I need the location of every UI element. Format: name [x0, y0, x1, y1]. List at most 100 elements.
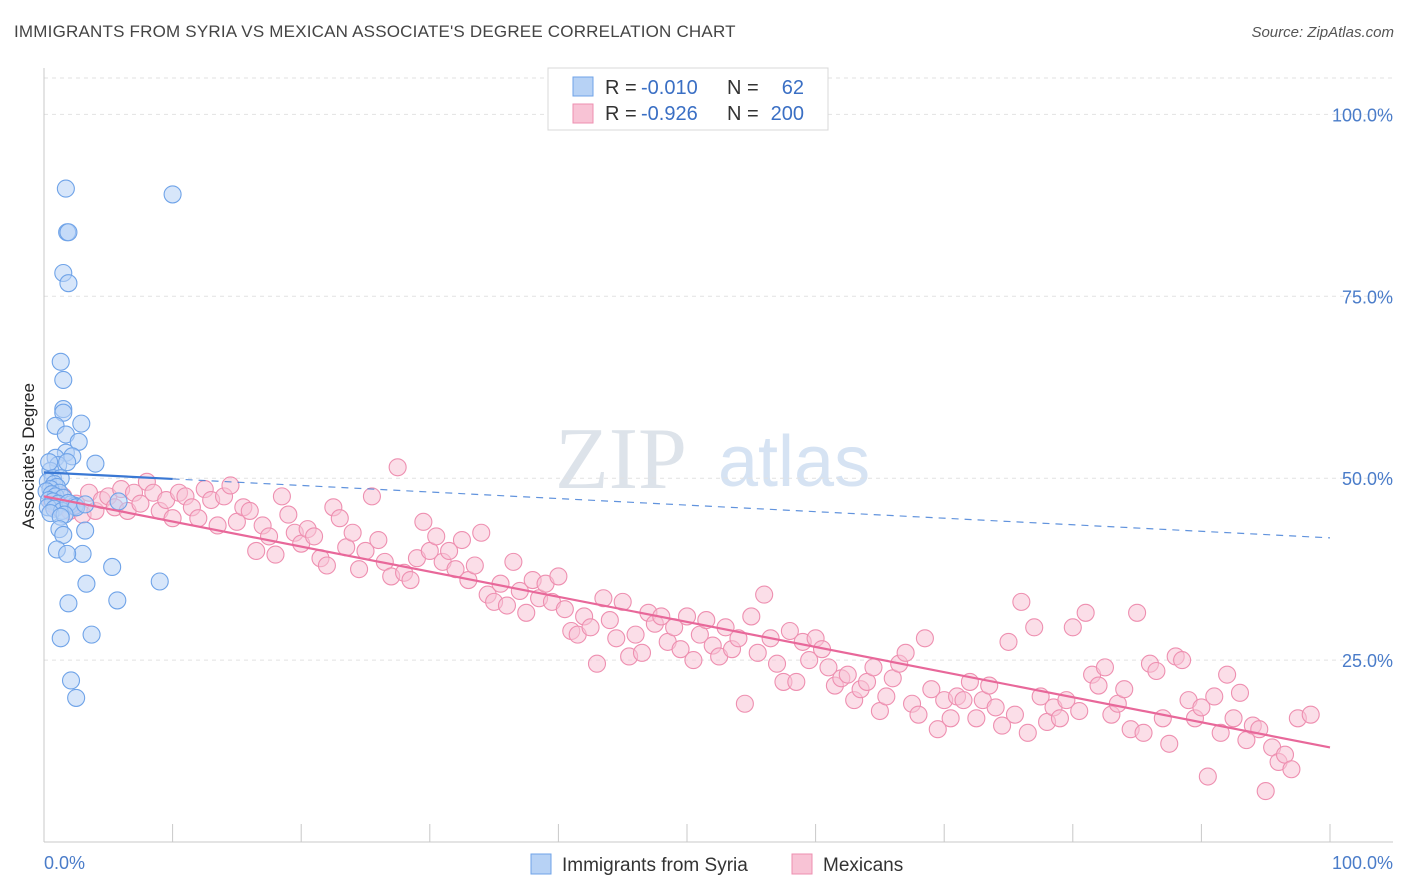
- series-mexicans-points: [42, 458, 1320, 801]
- data-point: [221, 476, 240, 495]
- data-point: [86, 454, 105, 473]
- data-point: [362, 487, 381, 506]
- trend-line-mexicans: [43, 495, 1331, 749]
- data-point: [909, 705, 928, 724]
- data-point: [163, 509, 182, 528]
- data-point: [1018, 723, 1037, 742]
- watermark-atlas: atlas: [718, 422, 870, 502]
- data-point: [73, 544, 92, 563]
- data-point: [56, 179, 75, 198]
- data-point: [330, 509, 349, 528]
- data-point: [414, 512, 433, 531]
- data-point: [594, 589, 613, 608]
- data-point: [767, 654, 787, 673]
- data-point: [999, 632, 1018, 651]
- data-point: [51, 629, 70, 648]
- data-point: [1153, 709, 1172, 728]
- data-point: [1012, 592, 1031, 611]
- x-tick-label-left: 0.0%: [44, 853, 85, 873]
- data-point: [1070, 701, 1089, 721]
- data-point: [555, 600, 574, 619]
- data-point: [967, 709, 986, 728]
- data-point: [452, 530, 472, 550]
- data-point: [735, 694, 754, 713]
- data-point: [72, 414, 91, 433]
- data-point: [1160, 734, 1179, 753]
- data-point: [896, 643, 915, 662]
- svg-text:R = -0.926 N =: R = -0.926 N = 200: [605, 103, 804, 125]
- data-point: [755, 585, 774, 604]
- data-point: [607, 629, 626, 648]
- data-point: [1076, 603, 1095, 622]
- data-point: [131, 494, 150, 513]
- data-point: [504, 552, 523, 571]
- data-point: [877, 687, 896, 706]
- data-point: [247, 541, 266, 561]
- stat-r-value-syria: -0.010: [641, 77, 698, 99]
- data-point: [82, 625, 101, 644]
- data-point: [819, 658, 838, 677]
- data-point: [317, 556, 336, 575]
- stat-r-label-syria: R =: [605, 77, 637, 99]
- data-point: [986, 698, 1005, 717]
- data-point: [59, 274, 78, 293]
- data-point: [1147, 661, 1166, 681]
- data-point: [729, 629, 748, 648]
- y-tick-label: 50.0%: [1342, 469, 1393, 489]
- data-point: [76, 521, 95, 540]
- data-point: [1230, 683, 1250, 702]
- data-point: [626, 625, 645, 644]
- data-point: [928, 720, 947, 739]
- data-point: [59, 594, 78, 613]
- trend-lines: [43, 471, 1331, 749]
- stat-r-value-mexicans: -0.926: [641, 103, 698, 125]
- series-syria-points: [37, 179, 182, 707]
- stat-n-value-mexicans: 200: [771, 103, 804, 125]
- data-point: [1256, 782, 1275, 801]
- data-point: [108, 591, 127, 610]
- data-point: [941, 709, 960, 728]
- series-legend-swatch-syria: [530, 853, 552, 875]
- data-point: [671, 640, 690, 659]
- data-point: [1050, 709, 1069, 728]
- data-point: [350, 560, 369, 579]
- data-point: [163, 185, 182, 204]
- data-point: [1173, 651, 1192, 670]
- data-point: [67, 688, 86, 707]
- data-point: [922, 680, 941, 699]
- data-point: [1005, 705, 1024, 724]
- data-point: [401, 571, 420, 590]
- data-point: [684, 651, 703, 670]
- data-point: [343, 523, 362, 542]
- data-point: [266, 545, 285, 564]
- data-point: [587, 654, 607, 673]
- data-point: [279, 505, 298, 524]
- data-point: [838, 665, 857, 684]
- data-point: [517, 603, 536, 622]
- data-point: [61, 671, 81, 690]
- trend-line-dashed-syria: [172, 478, 1331, 539]
- series-legend-label-mexicans: Mexicans: [823, 855, 903, 876]
- data-point: [189, 509, 208, 528]
- legend-swatch-syria: [572, 76, 594, 97]
- data-point: [787, 672, 806, 691]
- data-point: [58, 544, 77, 563]
- svg-text:R = -0.010 N =: R = -0.010 N = 62: [605, 77, 804, 99]
- data-point: [103, 557, 122, 577]
- y-tick-label: 100.0%: [1332, 105, 1393, 125]
- data-point: [369, 530, 388, 550]
- data-point: [427, 527, 446, 546]
- data-point: [1025, 618, 1044, 637]
- data-point: [388, 458, 407, 477]
- data-point: [58, 453, 77, 472]
- y-tick-label: 25.0%: [1342, 651, 1393, 671]
- stat-r-label-mexicans: R =: [605, 103, 637, 125]
- y-tick-label: 75.0%: [1342, 287, 1393, 307]
- data-point: [600, 611, 619, 630]
- data-point: [1224, 709, 1243, 728]
- data-point: [1128, 603, 1147, 622]
- data-point: [864, 658, 883, 677]
- y-tick-labels: 100.0% 75.0% 50.0% 25.0%: [1332, 105, 1393, 671]
- data-point: [465, 556, 484, 575]
